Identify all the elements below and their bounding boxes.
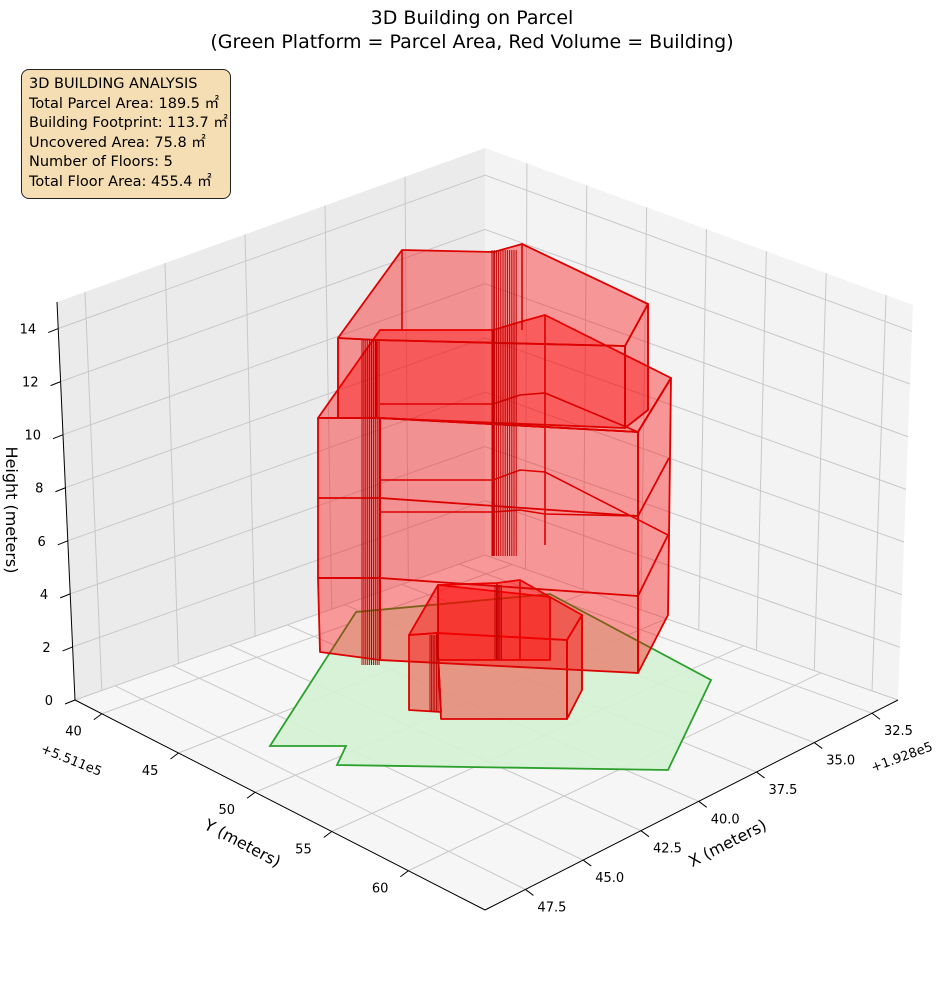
analysis-line-parcel: Total Parcel Area: 189.5 ㎡ — [29, 95, 220, 112]
z-tick-label: 8 — [35, 482, 43, 497]
z-gridline — [62, 283, 909, 438]
z-tick-mark — [50, 381, 61, 387]
x-axis-line — [484, 699, 899, 911]
axes: 0 2 4 6 8 10 12 14 40 45 50 55 60 32.5 35.0 37.5 40.0 42.… — [20, 301, 913, 915]
y-gridline-pane — [244, 234, 256, 637]
chart-title-line2: (Green Platform = Parcel Area, Red Volum… — [210, 31, 734, 53]
top-face-left — [337, 337, 377, 419]
y-tick-label: 45 — [142, 764, 159, 779]
floor-slab-inner — [380, 392, 639, 433]
x-gridline-pane — [640, 207, 648, 610]
x-tick-mark — [582, 859, 592, 867]
y-tick-label: 60 — [372, 882, 389, 897]
z-tick-mark — [64, 699, 76, 705]
x-tick-label: 45.0 — [595, 871, 624, 886]
y-tick-mark — [93, 713, 103, 721]
floor-slab-inner — [380, 469, 669, 536]
x-gridline-pane — [755, 251, 767, 651]
z-tick-mark — [62, 646, 73, 652]
x-tick-mark — [525, 889, 534, 896]
floor-slab-inner — [380, 509, 639, 517]
y-axis-line — [74, 699, 486, 911]
z-tick-label: 2 — [42, 641, 50, 656]
x-tick-label: 37.5 — [768, 783, 797, 798]
z-tick-label: 0 — [45, 694, 53, 709]
x-gridline-pane — [524, 163, 528, 570]
pane-right — [485, 148, 913, 700]
x-tick-label: 47.5 — [537, 900, 566, 915]
y-gridline-floor — [101, 564, 513, 715]
z-tick-label: 10 — [24, 429, 41, 444]
x-tick-mark — [813, 742, 823, 749]
y-tick-label: 50 — [219, 803, 236, 818]
chart-title-line1: 3D Building on Parcel — [370, 7, 574, 29]
mid-face-left — [317, 577, 381, 661]
building-volume — [317, 243, 672, 720]
z-tick-label: 12 — [22, 376, 39, 391]
z-gridline — [74, 554, 899, 701]
x-tick-mark — [640, 830, 650, 838]
z-gridline — [65, 337, 907, 490]
z-tick-mark — [55, 487, 66, 493]
x-gridline-floor — [114, 685, 526, 890]
y-tick-mark — [400, 870, 409, 878]
z-tick-mark — [60, 593, 71, 599]
z-tick-label: 4 — [40, 588, 48, 603]
floor-slab-line — [318, 457, 670, 517]
x-gridline-pane — [871, 295, 887, 691]
analysis-line-footprint: Building Footprint: 113.7 ㎡ — [29, 115, 228, 131]
z-axis-line — [56, 301, 76, 701]
z-gridline — [72, 500, 901, 648]
analysis-line-floors: Number of Floors: 5 — [29, 154, 173, 170]
floor-slab-line — [318, 377, 672, 433]
chart-title: 3D Building on Parcel (Green Platform = … — [0, 6, 944, 54]
analysis-line-floor-area: Total Floor Area: 455.4 ㎡ — [29, 173, 212, 190]
y-tick-mark — [323, 831, 333, 838]
y-tick-mark — [170, 752, 179, 760]
x-offset-label: +1.928e5 — [869, 740, 935, 776]
x-tick-label: 40.0 — [711, 812, 740, 827]
x-tick-mark — [698, 800, 708, 808]
x-tick-label: 32.5 — [884, 724, 913, 739]
y-axis-label: Y (meters) — [200, 815, 284, 872]
pane-left — [57, 148, 485, 700]
x-tick-label: 42.5 — [653, 842, 682, 857]
x-gridline-pane — [813, 273, 827, 671]
grid-lines — [58, 163, 913, 890]
analysis-line-uncovered: Uncovered Area: 75.8 ㎡ — [29, 134, 206, 151]
x-tick-label: 35.0 — [826, 754, 855, 769]
x-gridline-pane — [582, 185, 588, 590]
z-tick-label: 6 — [38, 535, 46, 550]
y-tick-mark — [246, 791, 256, 799]
analysis-box: 3D BUILDING ANALYSIS Total Parcel Area: … — [21, 69, 231, 199]
y-gridline-floor — [408, 672, 822, 872]
z-gridline — [58, 174, 913, 332]
y-tick-label: 40 — [65, 725, 82, 740]
x-tick-mark — [756, 771, 765, 779]
mid-face-front — [379, 417, 639, 674]
z-axis-label: Height (meters) — [2, 447, 21, 574]
analysis-heading: 3D BUILDING ANALYSIS — [29, 76, 198, 92]
z-gridline — [70, 445, 903, 596]
x-tick-mark — [871, 712, 881, 720]
z-tick-mark — [52, 434, 64, 440]
z-tick-mark — [48, 328, 59, 333]
y-offset-label: +5.511e5 — [39, 742, 104, 780]
top-face-roof — [337, 243, 649, 347]
y-gridline-pane — [84, 291, 103, 691]
y-gridline-pane — [404, 176, 409, 583]
floor-slab-line — [318, 534, 669, 597]
y-tick-label: 55 — [295, 842, 312, 857]
x-gridline-pane — [698, 229, 707, 631]
z-tick-label: 14 — [20, 323, 37, 338]
y-gridline-pane — [164, 263, 179, 664]
z-gridline — [67, 391, 905, 543]
y-gridline-pane — [324, 205, 333, 610]
z-tick-mark — [57, 540, 68, 546]
z-gridline — [60, 228, 911, 385]
